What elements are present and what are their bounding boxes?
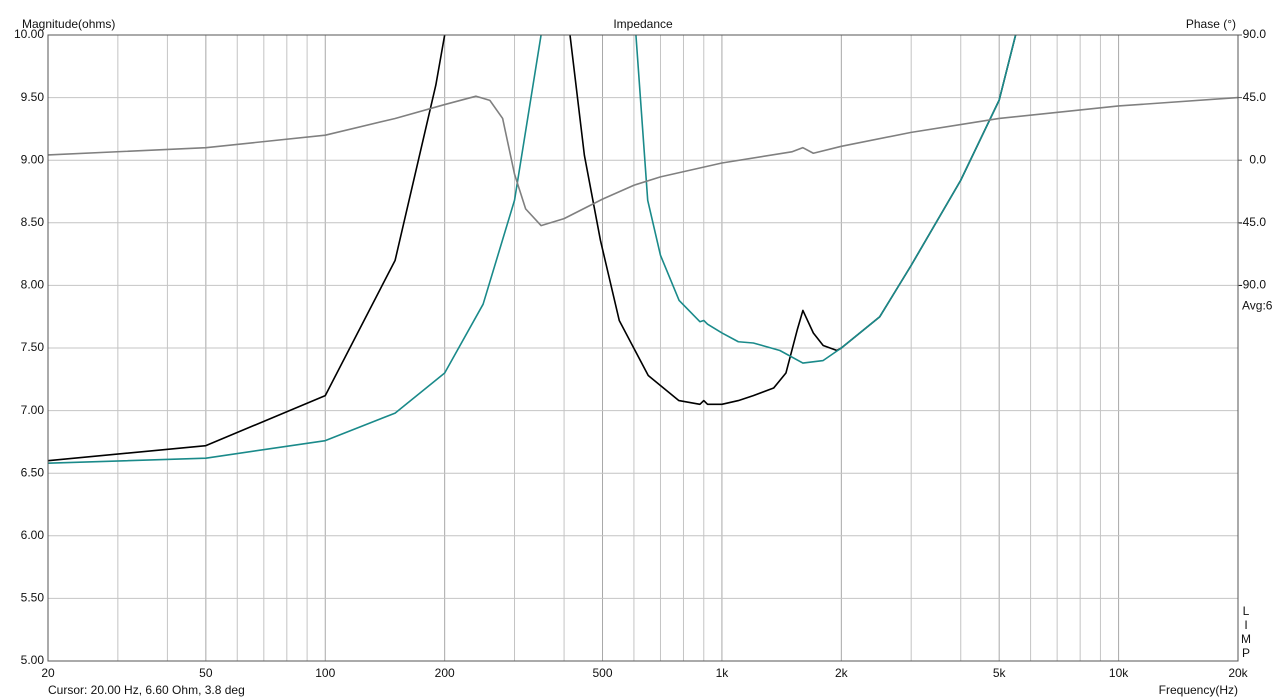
x-tick-label: 10k — [1109, 666, 1129, 680]
x-tick-label: 500 — [593, 666, 613, 680]
series-line — [48, 95, 1238, 227]
brand: LIMP — [1239, 604, 1253, 660]
y-axis-label: Magnitude(ohms) — [22, 17, 115, 31]
cursor-readout: Cursor: 20.00 Hz, 6.60 Ohm, 3.8 deg — [48, 683, 245, 697]
y-tick-label: 5.50 — [21, 591, 45, 605]
x-tick-label: 50 — [199, 666, 213, 680]
y-tick-label: 8.50 — [21, 215, 45, 229]
y-tick-label: 6.00 — [21, 528, 45, 542]
y2-tick-label: 45.0 — [1243, 90, 1267, 104]
y2-tick-label: -90.0 — [1239, 278, 1267, 292]
series-line — [48, 35, 1017, 464]
y-tick-label: 5.00 — [21, 653, 45, 667]
y-tick-label: 6.50 — [21, 465, 45, 479]
chart-title: Impedance — [613, 17, 673, 31]
y2-tick-label: 0.0 — [1249, 152, 1266, 166]
x-tick-label: 200 — [435, 666, 455, 680]
x-tick-label: 20k — [1228, 666, 1248, 680]
y-tick-label: 8.00 — [21, 278, 45, 292]
y-tick-label: 7.00 — [21, 403, 45, 417]
annotation: Avg:6 — [1242, 298, 1273, 312]
x-tick-label: 5k — [993, 666, 1007, 680]
x-tick-label: 1k — [716, 666, 730, 680]
plot-frame — [47, 34, 1239, 662]
y2-tick-label: -45.0 — [1239, 215, 1267, 229]
y2-axis-label: Phase (°) — [1186, 17, 1236, 31]
y2-tick-label: 90.0 — [1243, 27, 1267, 41]
y-tick-label: 9.50 — [21, 90, 45, 104]
x-tick-label: 100 — [315, 666, 335, 680]
x-axis-label: Frequency(Hz) — [1159, 683, 1238, 697]
x-tick-label: 2k — [835, 666, 849, 680]
y-tick-label: 9.00 — [21, 152, 45, 166]
y-tick-label: 10.00 — [14, 27, 44, 41]
x-tick-label: 20 — [41, 666, 55, 680]
y-tick-label: 7.50 — [21, 340, 45, 354]
